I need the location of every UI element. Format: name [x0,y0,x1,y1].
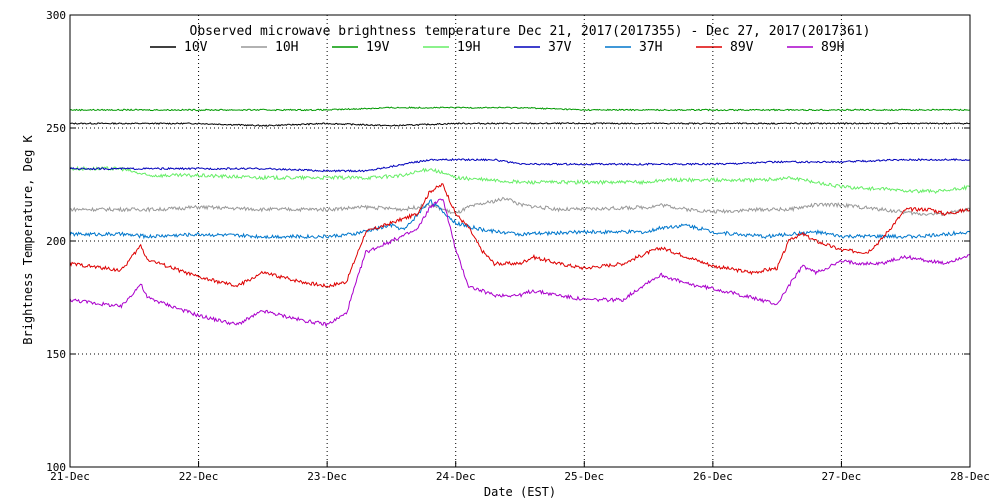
legend-label-10V: 10V [184,40,208,55]
x-axis-label: Date (EST) [484,485,556,499]
y-tick-label: 100 [46,461,66,474]
legend-label-89V: 89V [730,40,754,55]
x-tick-label: 28-Dec [950,470,990,483]
x-tick-label: 24-Dec [436,470,476,483]
x-axis-ticks: 21-Dec 22-Dec 23-Dec 24-Dec 25-Dec 26-Dec 27-D… [50,461,990,483]
x-tick-label: 22-Dec [179,470,219,483]
x-tick-label: 27-Dec [822,470,862,483]
legend-label-89H: 89H [821,40,844,55]
series-line-89V [69,183,971,288]
legend: 10V 10H 19V 19H 37V 37H 89V 89H [150,40,844,55]
series-line-89H [69,198,971,328]
y-axis-label: Brightness Temperature, Deg K [21,134,35,344]
chart-title: Observed microwave brightness temperatur… [190,24,871,39]
series-lines [69,106,971,328]
series-line-19V [69,106,971,112]
series-line-37H [69,199,971,240]
x-tick-label: 25-Dec [564,470,604,483]
y-axis-ticks: 100 150 200 250 300 [46,9,970,474]
x-tick-label: 23-Dec [307,470,347,483]
series-line-10V [69,122,971,127]
y-tick-label: 300 [46,9,66,22]
y-tick-label: 150 [46,348,66,361]
legend-label-10H: 10H [275,40,298,55]
grid-lines [70,15,970,467]
legend-label-19H: 19H [457,40,480,55]
series-line-37V [69,157,971,173]
x-tick-label: 26-Dec [693,470,733,483]
legend-label-37V: 37V [548,40,572,55]
legend-label-19V: 19V [366,40,390,55]
y-tick-label: 200 [46,235,66,248]
series-line-10H [69,196,971,217]
series-line-19H [69,165,971,194]
y-tick-label: 250 [46,122,66,135]
x-tick-label: 21-Dec [50,470,90,483]
legend-label-37H: 37H [639,40,662,55]
